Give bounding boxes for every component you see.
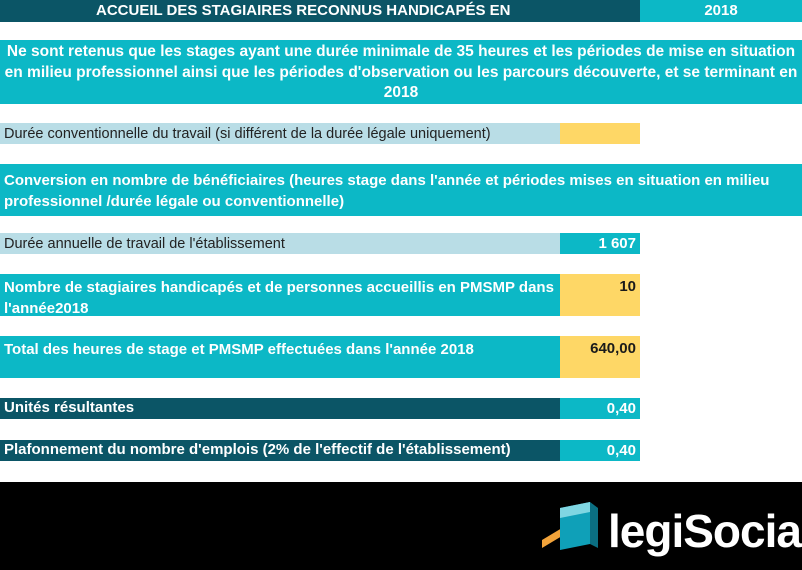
nombre-stagiaires-input[interactable]: 10 [560, 274, 640, 316]
nombre-stagiaires-label: Nombre de stagiaires handicapés et de pe… [0, 274, 560, 317]
logo-word-social: Social [683, 505, 802, 557]
plafonnement-label: Plafonnement du nombre d'emplois (2% de … [0, 440, 560, 461]
total-heures-label: Total des heures de stage et PMSMP effec… [0, 336, 560, 378]
duree-annuelle-value: 1 607 [560, 233, 640, 254]
intro-note: Ne sont retenus que les stages ayant une… [0, 40, 802, 104]
unites-resultantes-value: 0,40 [560, 398, 640, 419]
conversion-heading: Conversion en nombre de bénéficiaires (h… [0, 164, 802, 216]
plafonnement-value: 0,40 [560, 440, 640, 461]
logo-mark-icon [542, 502, 598, 550]
legisocial-logo: legiSocial [538, 500, 802, 560]
logo-wordmark: legiSocial [608, 504, 802, 558]
duree-annuelle-label: Durée annuelle de travail de l'établisse… [0, 233, 560, 254]
duree-conventionnelle-input[interactable] [560, 123, 640, 144]
total-heures-input[interactable]: 640,00 [560, 336, 640, 378]
year-cell[interactable]: 2018 [640, 0, 802, 22]
unites-resultantes-label: Unités résultantes [0, 398, 560, 419]
duree-conventionnelle-label: Durée conventionnelle du travail (si dif… [0, 123, 560, 144]
logo-word-legi: legi [608, 505, 684, 557]
section-title: ACCUEIL DES STAGIAIRES RECONNUS HANDICAP… [0, 0, 640, 22]
